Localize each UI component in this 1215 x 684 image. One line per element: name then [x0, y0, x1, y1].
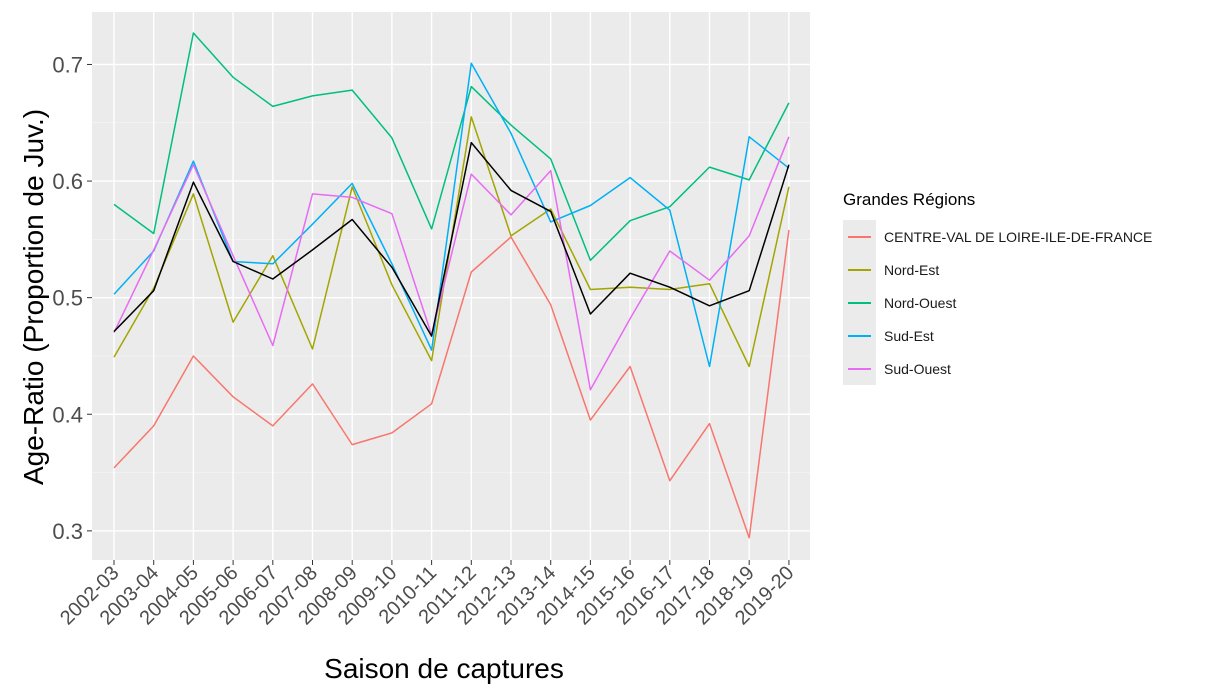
series-line-overall-mean [113, 141, 790, 337]
y-tick-label: 0.4 [52, 402, 83, 427]
legend-key-line [848, 236, 871, 238]
legend-label: Nord-Est [884, 261, 940, 278]
legend: Grandes Régions CENTRE-VAL DE LOIRE-ILE-… [843, 190, 1152, 385]
legend-key [843, 286, 876, 319]
legend-label: Sud-Est [884, 327, 934, 344]
legend-item: Sud-Ouest [843, 352, 1152, 385]
y-axis-ticks: 0.3 0.4 0.5 0.6 0.7 [52, 52, 92, 544]
legend-title: Grandes Régions [843, 190, 976, 209]
legend-key [843, 253, 876, 286]
y-tick-label: 0.7 [52, 52, 83, 77]
x-axis-ticks: 2002-032003-042004-052005-062006-072007-… [56, 560, 798, 629]
legend-label: CENTRE-VAL DE LOIRE-ILE-DE-FRANCE [884, 228, 1153, 245]
legend-label: Nord-Ouest [884, 294, 957, 311]
major-gridlines [92, 12, 810, 560]
y-axis-title: Age-Ratio (Proportion de Juv.) [18, 109, 49, 485]
legend-key-line [848, 302, 871, 304]
y-tick-label: 0.6 [52, 169, 83, 194]
legend-items: CENTRE-VAL DE LOIRE-ILE-DE-FRANCE Nord-Es… [843, 220, 1152, 385]
series-line-sud-ouest [113, 136, 790, 391]
legend-item: Nord-Est [843, 253, 1152, 286]
legend-key [843, 352, 876, 385]
series-line-nord-ouest [113, 32, 790, 262]
series-line-centre-val-de-loire-ile-de-france [113, 229, 790, 539]
legend-key-line [848, 335, 871, 337]
x-axis-title: Saison de captures [324, 653, 564, 684]
legend-item: Sud-Est [843, 319, 1152, 352]
plot-panel [92, 12, 810, 560]
legend-key [843, 319, 876, 352]
series-lines [113, 32, 790, 539]
legend-key [843, 220, 876, 253]
series-line-sud-est [113, 62, 790, 368]
legend-key-line [848, 368, 871, 370]
legend-label: Sud-Ouest [884, 360, 951, 377]
legend-key-line [848, 269, 871, 271]
legend-item: Nord-Ouest [843, 286, 1152, 319]
y-tick-label: 0.3 [52, 519, 83, 544]
legend-item: CENTRE-VAL DE LOIRE-ILE-DE-FRANCE [843, 220, 1152, 253]
y-tick-label: 0.5 [52, 286, 83, 311]
